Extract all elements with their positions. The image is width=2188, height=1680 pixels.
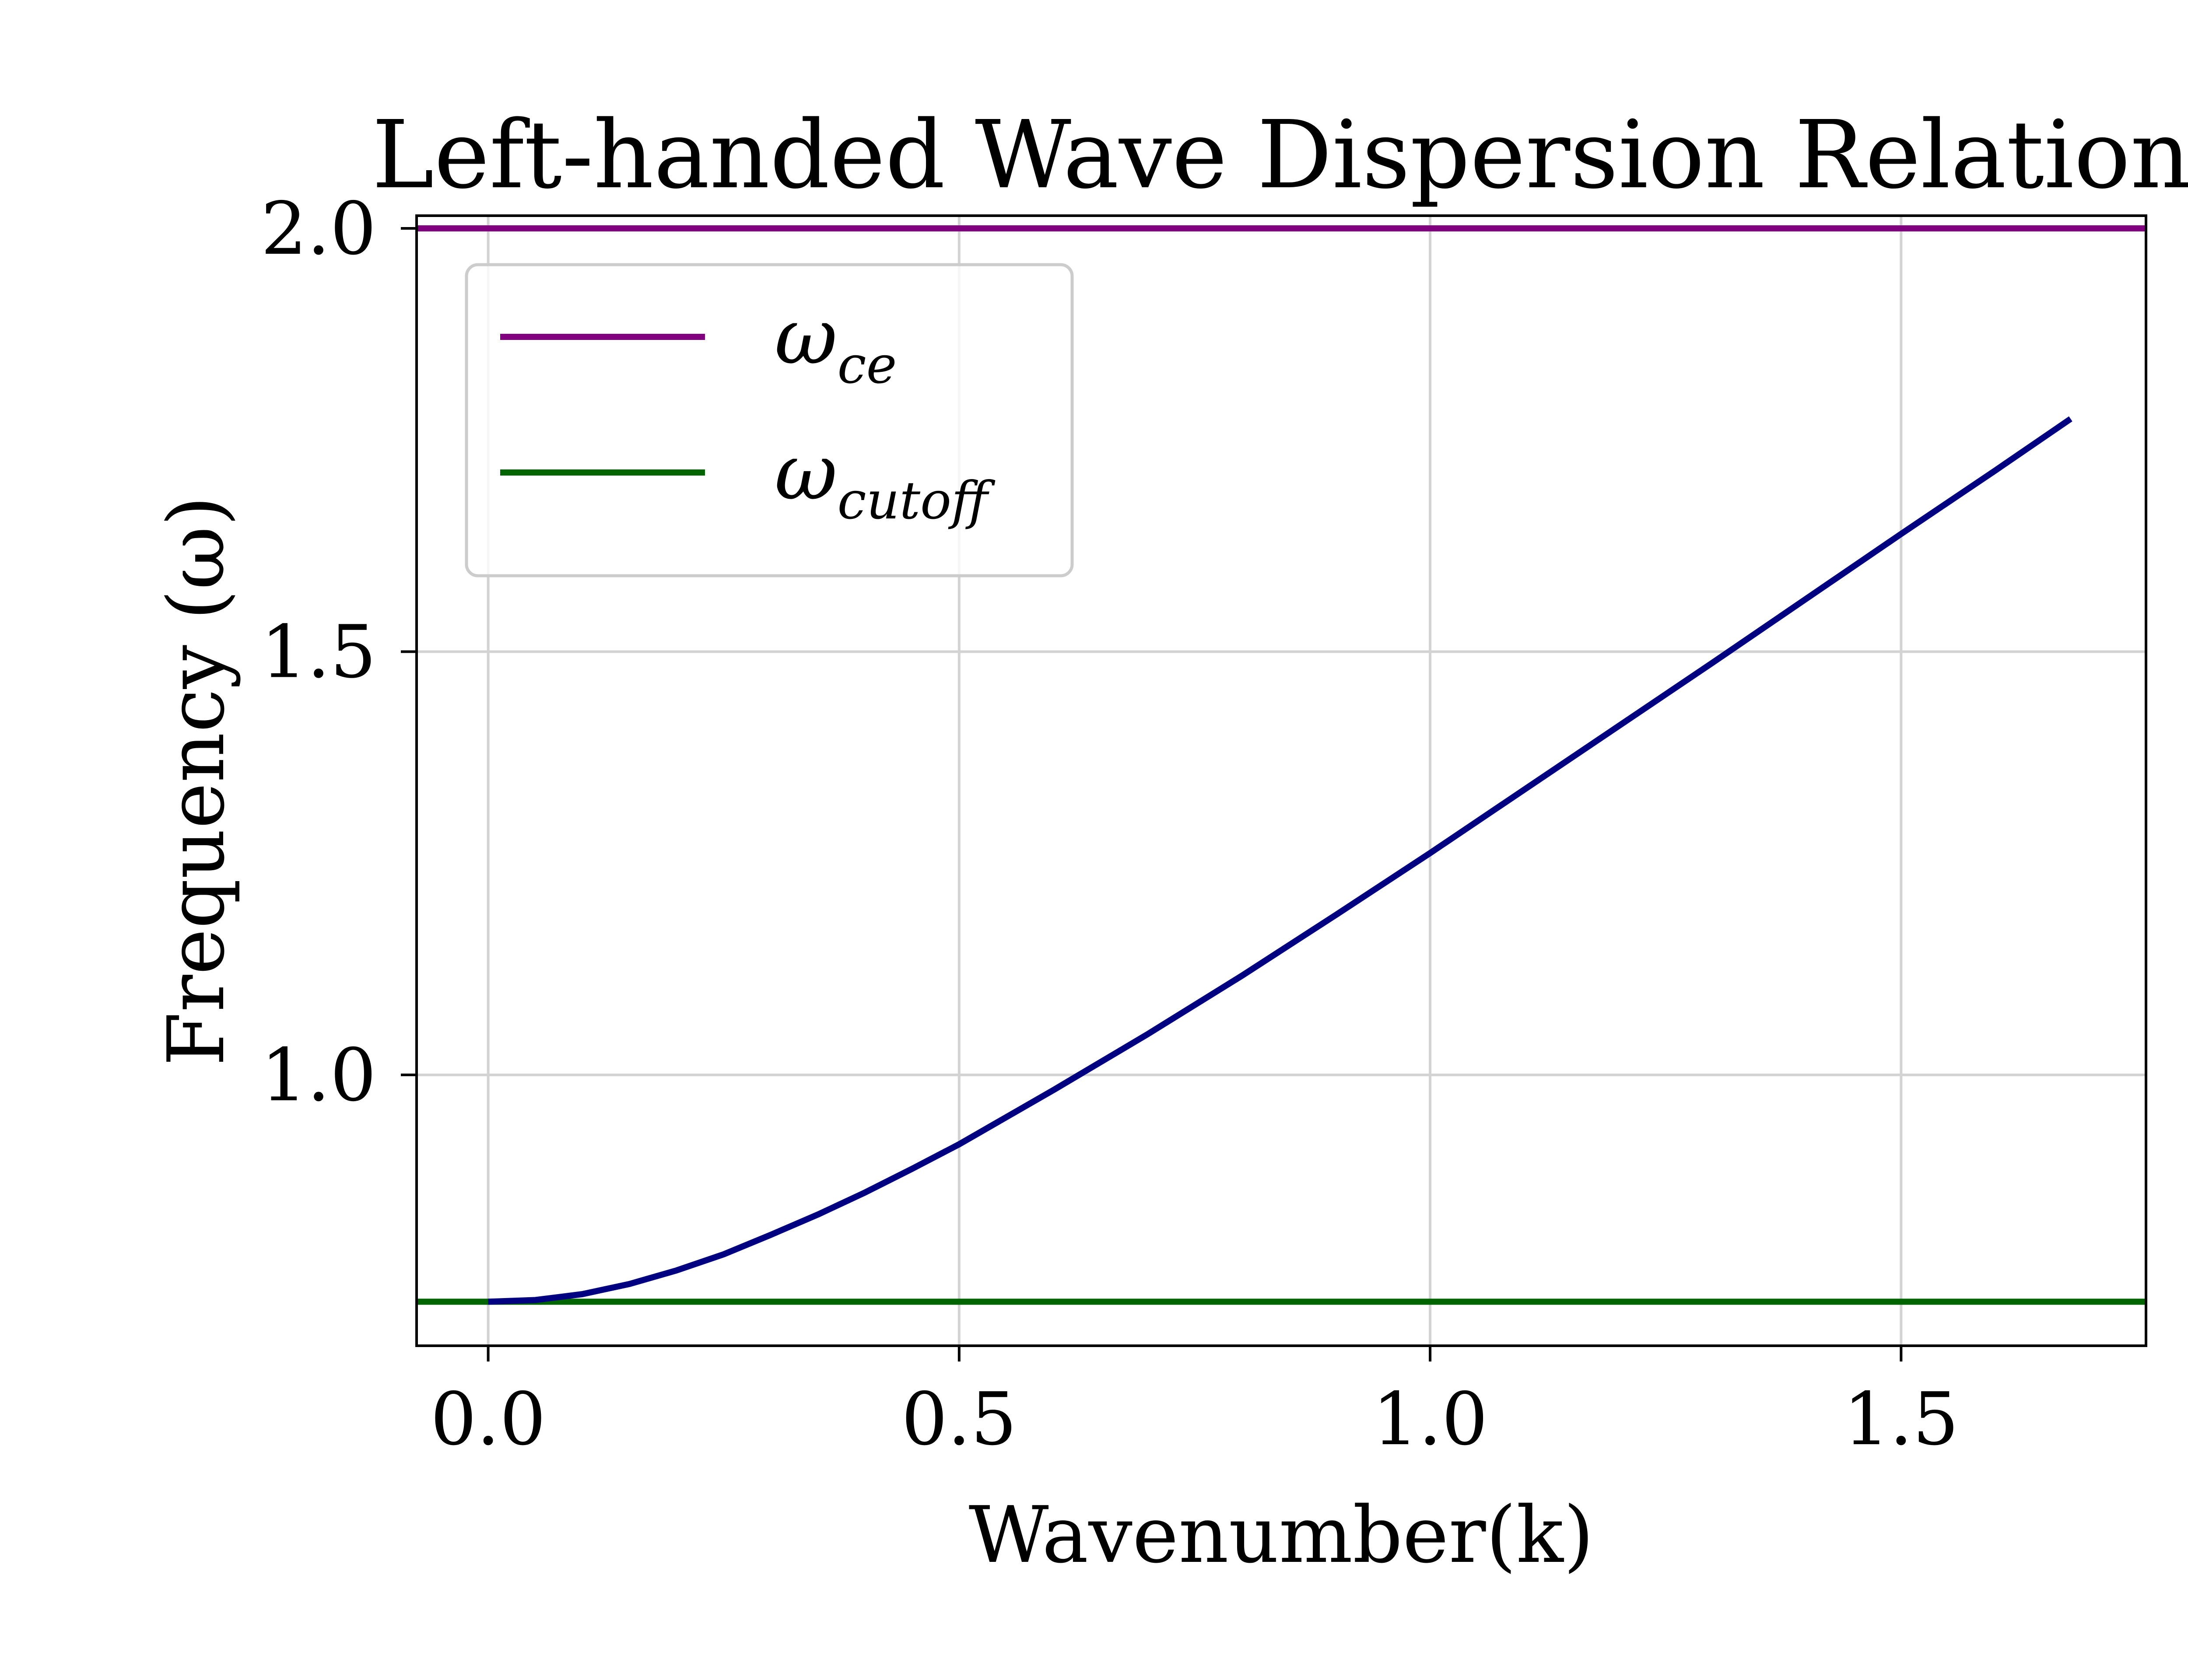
x-axis-title: Wavenumber(k) [969, 1490, 1594, 1580]
legend-label-omega-ce-base: ω [775, 292, 838, 382]
chart-title: Left-handed Wave Dispersion Relation [372, 101, 2188, 210]
x-tick-label: 0.5 [901, 1377, 1017, 1462]
y-tick-label: 1.5 [261, 610, 376, 694]
legend-label-omega-cutoff-sub: cutoff [838, 470, 996, 531]
y-tick-label: 2.0 [261, 187, 376, 271]
y-tick-label: 1.0 [261, 1033, 376, 1118]
plot-area-frame [415, 214, 2147, 1347]
legend-label-omega-ce-sub: ce [838, 335, 897, 395]
legend-label-omega-ce: ωce [775, 292, 897, 395]
x-tick-label: 0.0 [431, 1377, 546, 1462]
legend-label-omega-cutoff: ωcutoff [775, 427, 996, 531]
axis-ticks: 0.0 0.5 1.0 1.5 1.0 1.5 2.0 [261, 187, 1959, 1462]
x-tick-label: 1.5 [1843, 1377, 1959, 1462]
series-layer [417, 225, 2146, 1305]
dispersion-curve [488, 416, 2072, 1305]
y-axis-title: Frequency (ω) [151, 496, 242, 1066]
legend-frame [465, 263, 1074, 578]
legend-label-omega-cutoff-base: ω [775, 427, 838, 517]
x-tick-label: 1.0 [1372, 1377, 1488, 1462]
legend: ωce ωcutoff [465, 263, 1074, 578]
